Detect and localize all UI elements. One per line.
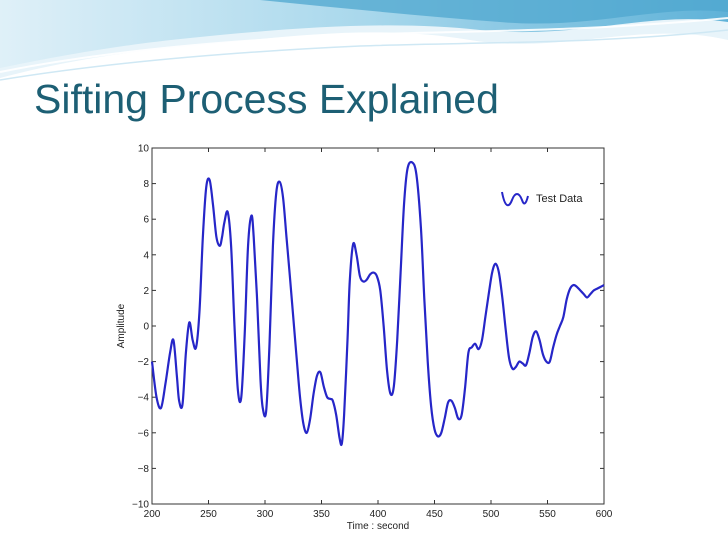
y-tick-label: 2 xyxy=(143,286,149,297)
x-tick-label: 350 xyxy=(313,509,330,520)
series-group xyxy=(150,160,605,447)
x-tick-label: 450 xyxy=(426,509,443,520)
y-tick-label: −2 xyxy=(138,357,150,368)
y-tick-label: 6 xyxy=(143,215,149,226)
chart-panel: 200 250 300 350 400 450 500 550 600 10 8 6 4 2 0 −2 −4 −6… xyxy=(112,136,618,532)
header-wave-decoration xyxy=(0,0,728,81)
slide-title: Sifting Process Explained xyxy=(34,76,499,122)
plot-frame xyxy=(151,147,605,505)
y-tick-label: −8 xyxy=(138,464,150,475)
y-tick-label: −10 xyxy=(132,500,149,511)
y-tick-label: −6 xyxy=(138,428,150,439)
legend-swatch-test-data xyxy=(501,191,529,207)
x-tick-label: 400 xyxy=(370,509,387,520)
y-axis-label: Amplitude xyxy=(116,303,127,348)
axis-ticks: 200 250 300 350 400 450 500 550 600 10 8 6 4 2 0 −2 −4 −6… xyxy=(132,144,613,521)
x-axis-label: Time : second xyxy=(347,521,409,532)
y-tick-label: 4 xyxy=(143,250,149,261)
plot-area xyxy=(151,147,605,505)
y-tick-label: 0 xyxy=(143,322,149,333)
legend-label-test-data: Test Data xyxy=(536,193,583,205)
x-tick-label: 200 xyxy=(144,509,161,520)
y-tick-label: 8 xyxy=(143,179,149,190)
legend: Test Data xyxy=(501,191,583,207)
x-tick-label: 250 xyxy=(200,509,217,520)
y-tick-label: −4 xyxy=(138,393,150,404)
series-line-test-data xyxy=(150,160,605,447)
x-tick-label: 600 xyxy=(596,509,613,520)
x-tick-label: 300 xyxy=(257,509,274,520)
x-tick-label: 550 xyxy=(539,509,556,520)
line-chart: 200 250 300 350 400 450 500 550 600 10 8 6 4 2 0 −2 −4 −6… xyxy=(116,144,613,533)
y-tick-label: 10 xyxy=(138,144,150,155)
x-tick-label: 500 xyxy=(483,509,500,520)
